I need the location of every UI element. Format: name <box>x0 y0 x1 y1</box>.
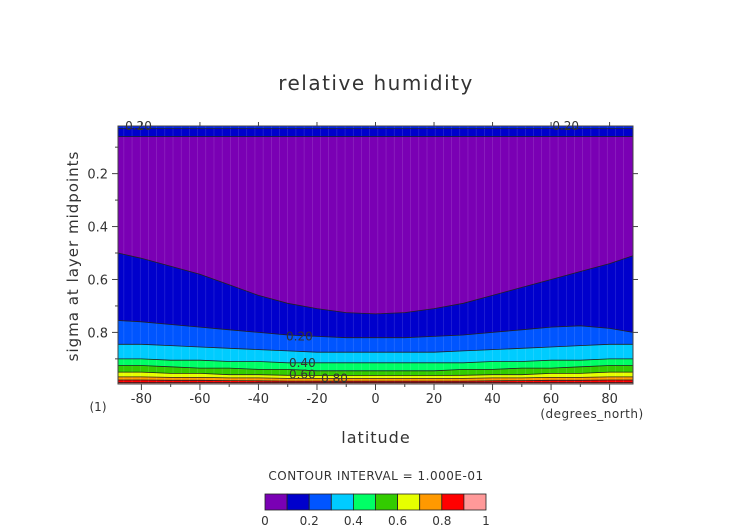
contour-line-0.3 <box>118 343 633 353</box>
x-tick-label: 60 <box>543 392 560 407</box>
colorbar-tick-labels: 0 0.2 0.4 0.6 0.8 1 <box>261 514 490 528</box>
y-tick-label: 0.4 <box>87 221 108 236</box>
contour-label: 0.20 <box>552 119 579 133</box>
band-fill-top-0.2-0.3 <box>118 126 633 129</box>
colorbar-swatch <box>264 493 288 511</box>
x-axis: -80 -60 -40 -20 0 20 40 60 80 <box>131 122 618 407</box>
colorbar-swatch <box>375 493 399 511</box>
x-tick-label: 20 <box>426 392 443 407</box>
contour-line-0.7 <box>118 376 633 379</box>
page-label: (1) <box>90 400 107 414</box>
colorbar-tick-label: 0.8 <box>432 514 451 528</box>
x-axis-label: latitude <box>341 428 410 447</box>
contour-line-0.1 <box>117 252 634 315</box>
contour-label: 0.80 <box>321 372 348 386</box>
x-axis-unit: (degrees_north) <box>540 407 643 421</box>
colorbar-swatch <box>330 493 354 511</box>
contour-line-0.4 <box>118 358 633 364</box>
contour-label: 0.40 <box>289 356 316 370</box>
contour-lines <box>117 128 634 384</box>
colorbar-tick-label: 1 <box>482 514 490 528</box>
x-tick-label: -20 <box>306 392 327 407</box>
colorbar-swatch <box>308 493 332 511</box>
x-tick-label: 80 <box>601 392 618 407</box>
colorbar-tick-label: 0.2 <box>300 514 319 528</box>
y-tick-label: 0.2 <box>87 168 108 183</box>
contour-fills <box>118 126 633 384</box>
contour-line-0.2 <box>117 320 634 339</box>
colorbar-swatch <box>286 493 310 511</box>
x-tick-label: -80 <box>131 392 152 407</box>
colorbar <box>264 493 487 511</box>
x-tick-label: -40 <box>248 392 269 407</box>
colorbar-swatch <box>441 493 465 511</box>
contour-line-0.6 <box>118 371 633 376</box>
contour-label: 0.60 <box>289 368 316 382</box>
x-tick-label: 40 <box>484 392 501 407</box>
colorbar-tick-label: 0.4 <box>344 514 363 528</box>
chart-title: relative humidity <box>278 71 474 95</box>
contour-labels: 0.20 0.20 0.20 0.400.60 0.80 <box>125 119 579 386</box>
x-tick-label: 0 <box>371 392 379 407</box>
grid-lines <box>123 126 624 384</box>
x-tick-label: -60 <box>189 392 210 407</box>
colorbar-swatch <box>419 493 443 511</box>
contour-interval-label: CONTOUR INTERVAL = 1.000E-01 <box>268 469 483 483</box>
y-axis-label: sigma at layer midpoints <box>64 151 82 362</box>
y-tick-label: 0.8 <box>87 326 108 341</box>
colorbar-swatch <box>352 493 376 511</box>
y-axis: 0.2 0.4 0.6 0.8 <box>87 146 638 360</box>
colorbar-swatch <box>397 493 421 511</box>
contour-line-0.8 <box>118 379 633 382</box>
colorbar-swatch <box>463 493 487 511</box>
contour-label: 0.20 <box>125 119 152 133</box>
contour-line-0.5 <box>118 365 633 372</box>
colorbar-tick-label: 0.6 <box>388 514 407 528</box>
contour-label: 0.20 <box>286 329 313 343</box>
y-tick-label: 0.6 <box>87 273 108 288</box>
colorbar-tick-label: 0 <box>261 514 269 528</box>
band-fill-0-0.1 <box>118 126 633 314</box>
